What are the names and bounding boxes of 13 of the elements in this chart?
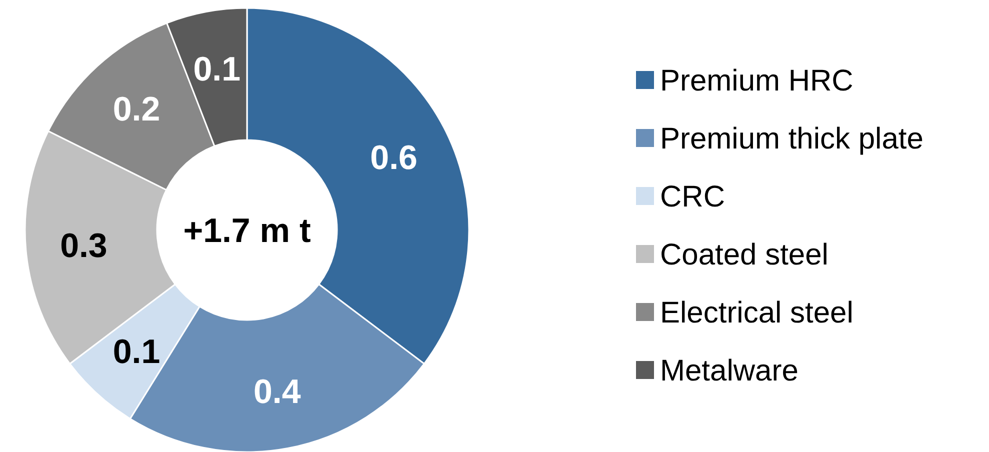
- data-label: 0.2: [112, 90, 160, 129]
- legend-label: Coated steel: [660, 238, 828, 272]
- data-label: 0.6: [370, 138, 418, 177]
- legend-label: Electrical steel: [660, 296, 854, 330]
- data-label: 0.3: [60, 227, 108, 266]
- data-label: 0.1: [193, 50, 240, 89]
- legend-label: Metalware: [660, 354, 798, 388]
- legend-label: Premium HRC: [660, 64, 854, 98]
- text: +1.7 m t: [183, 212, 311, 250]
- data-label: 0.4: [254, 373, 301, 412]
- data-label: 0.1: [112, 333, 160, 372]
- legend-label: CRC: [660, 180, 725, 214]
- legend-label: Premium thick plate: [660, 122, 924, 156]
